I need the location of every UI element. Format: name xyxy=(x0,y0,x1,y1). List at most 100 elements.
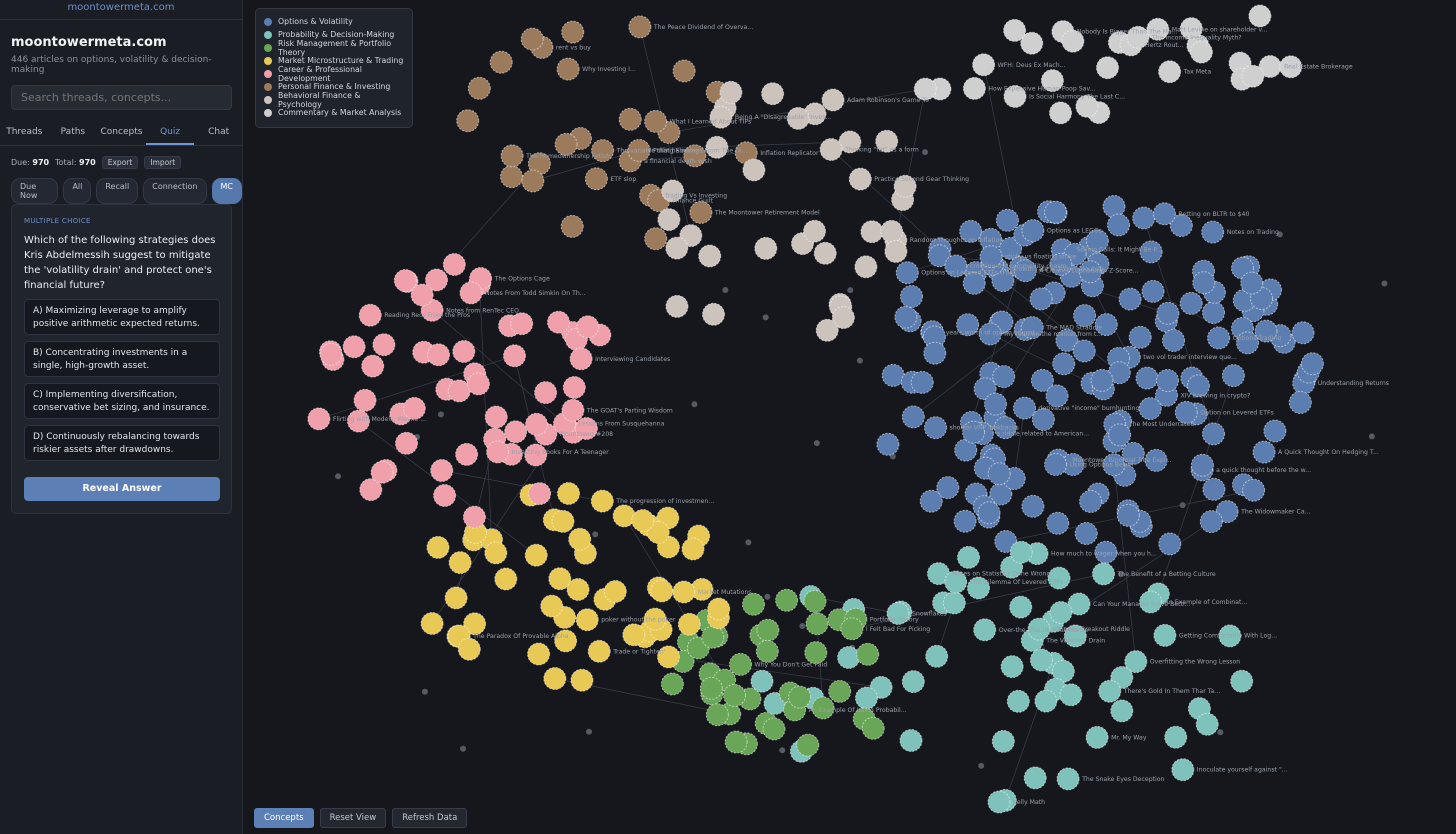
filter-all[interactable]: All xyxy=(63,178,92,204)
concept-node[interactable] xyxy=(991,729,1015,753)
concept-node[interactable] xyxy=(723,683,746,707)
concept-node[interactable] xyxy=(370,460,394,484)
concept-node[interactable] xyxy=(901,405,925,429)
filter-due-now[interactable]: Due Now xyxy=(11,178,59,204)
concept-node[interactable] xyxy=(884,240,908,263)
concept-node[interactable] xyxy=(1098,679,1122,703)
concept-node[interactable] xyxy=(1051,659,1075,683)
orphan-node[interactable] xyxy=(592,531,599,538)
concept-node[interactable] xyxy=(1009,595,1033,619)
concept-node[interactable] xyxy=(568,527,592,551)
concept-node[interactable] xyxy=(560,214,584,238)
reset-view-button[interactable]: Reset View xyxy=(319,808,387,828)
concept-node[interactable] xyxy=(954,438,978,462)
orphan-node[interactable] xyxy=(1117,571,1124,578)
concept-node[interactable] xyxy=(944,570,968,594)
concept-node[interactable] xyxy=(1156,301,1180,325)
concept-node[interactable] xyxy=(1085,229,1109,253)
concept-node[interactable] xyxy=(1067,592,1091,616)
concept-node[interactable] xyxy=(1202,301,1225,324)
concept-node[interactable] xyxy=(372,333,396,357)
concept-node[interactable] xyxy=(786,106,810,130)
concept-node[interactable] xyxy=(924,416,947,440)
concept-node[interactable] xyxy=(788,685,812,709)
concept-node[interactable] xyxy=(353,388,377,412)
concept-node[interactable] xyxy=(569,347,593,371)
concept-node[interactable] xyxy=(500,144,524,168)
concepts-button[interactable]: Concepts xyxy=(254,808,314,828)
concept-node[interactable] xyxy=(979,227,1003,251)
concept-node[interactable] xyxy=(1000,655,1024,679)
concept-node[interactable] xyxy=(1049,252,1073,276)
concept-node[interactable] xyxy=(534,381,558,405)
concept-graph[interactable]: Why Investing I... The variable that bala… xyxy=(244,0,1456,834)
refresh-data-button[interactable]: Refresh Data xyxy=(392,808,468,828)
concept-node[interactable] xyxy=(1107,213,1130,237)
concept-node[interactable] xyxy=(1085,725,1109,749)
concept-node[interactable] xyxy=(484,541,508,565)
concept-node[interactable] xyxy=(861,716,885,740)
concept-node[interactable] xyxy=(524,543,548,567)
concept-node[interactable] xyxy=(838,130,862,154)
filter-recall[interactable]: Recall xyxy=(96,178,139,204)
concept-node[interactable] xyxy=(854,255,878,279)
concept-node[interactable] xyxy=(612,504,636,528)
concept-node[interactable] xyxy=(1162,329,1185,352)
concept-node[interactable] xyxy=(1020,316,1044,340)
concept-node[interactable] xyxy=(426,535,450,559)
concept-node[interactable] xyxy=(1207,326,1231,350)
orphan-node[interactable] xyxy=(460,745,467,752)
concept-node[interactable] xyxy=(750,669,774,693)
orphan-node[interactable] xyxy=(847,287,854,294)
concept-node[interactable] xyxy=(547,310,570,334)
concept-node[interactable] xyxy=(1044,200,1067,224)
answer-option-b[interactable]: B) Concentrating investments in a single… xyxy=(24,341,220,377)
concept-node[interactable] xyxy=(761,82,785,106)
concept-node[interactable] xyxy=(803,589,827,613)
orphan-node[interactable] xyxy=(1381,280,1388,287)
concept-node[interactable] xyxy=(359,478,383,502)
concept-node[interactable] xyxy=(953,509,977,533)
concept-node[interactable] xyxy=(803,219,826,243)
concept-node[interactable] xyxy=(900,285,923,308)
concept-node[interactable] xyxy=(1230,669,1254,693)
concept-node[interactable] xyxy=(551,509,575,533)
concept-node[interactable] xyxy=(1152,202,1176,226)
concept-node[interactable] xyxy=(1079,490,1103,513)
concept-node[interactable] xyxy=(524,443,548,467)
concept-node[interactable] xyxy=(661,179,685,203)
concept-node[interactable] xyxy=(1045,384,1069,408)
orphan-node[interactable] xyxy=(421,688,428,695)
concept-node[interactable] xyxy=(650,579,674,603)
concept-node[interactable] xyxy=(672,59,696,83)
concept-node[interactable] xyxy=(1009,540,1033,564)
concept-node[interactable] xyxy=(466,372,490,396)
concept-node[interactable] xyxy=(977,501,1001,525)
concept-node[interactable] xyxy=(1092,562,1115,586)
concept-node[interactable] xyxy=(1072,339,1096,363)
concept-node[interactable] xyxy=(925,644,949,668)
concept-node[interactable] xyxy=(1078,260,1102,284)
concept-node[interactable] xyxy=(775,588,799,612)
concept-node[interactable] xyxy=(886,602,910,625)
concept-node[interactable] xyxy=(1218,624,1242,648)
concept-node[interactable] xyxy=(979,245,1003,269)
concept-node[interactable] xyxy=(1046,511,1070,535)
answer-option-c[interactable]: C) Implementing diversification, conserv… xyxy=(24,383,220,419)
concept-node[interactable] xyxy=(1073,304,1097,328)
concept-node[interactable] xyxy=(1279,55,1303,79)
concept-node[interactable] xyxy=(1056,767,1080,791)
concept-node[interactable] xyxy=(395,431,418,455)
concept-node[interactable] xyxy=(1126,25,1150,49)
concept-node[interactable] xyxy=(467,76,491,100)
concept-node[interactable] xyxy=(1139,240,1163,264)
concept-node[interactable] xyxy=(575,608,599,632)
tab-chat[interactable]: Chat xyxy=(208,127,230,137)
concept-node[interactable] xyxy=(1186,374,1210,398)
concept-node[interactable] xyxy=(1158,532,1182,556)
concept-node[interactable] xyxy=(1027,617,1051,641)
concept-node[interactable] xyxy=(462,505,486,529)
concept-node[interactable] xyxy=(319,342,343,366)
orphan-node[interactable] xyxy=(762,314,769,321)
concept-node[interactable] xyxy=(1021,494,1045,518)
